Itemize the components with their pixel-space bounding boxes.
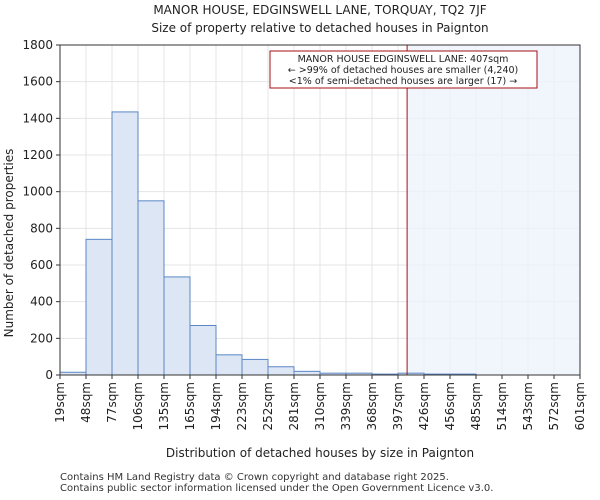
y-tick-label: 1200 — [22, 148, 53, 162]
x-axis-label: Distribution of detached houses by size … — [166, 446, 474, 460]
footer-line-2: Contains public sector information licen… — [60, 483, 494, 494]
chart-title: MANOR HOUSE, EDGINSWELL LANE, TORQUAY, T… — [153, 3, 486, 17]
y-tick-label: 600 — [30, 258, 53, 272]
bars-layer — [59, 111, 477, 376]
y-tick-label: 200 — [30, 331, 53, 345]
y-tick-label: 400 — [30, 295, 53, 309]
x-tick-label: 135sqm — [157, 382, 171, 430]
x-tick-label: 19sqm — [53, 382, 67, 423]
bar-165sqm — [189, 325, 217, 376]
x-tick-label: 543sqm — [521, 382, 535, 430]
y-tick-label: 1400 — [22, 111, 53, 125]
bar-223sqm — [241, 358, 269, 376]
chart-subtitle: Size of property relative to detached ho… — [151, 21, 488, 35]
y-tick-label: 800 — [30, 221, 53, 235]
bar-77sqm — [111, 111, 139, 376]
footer: Contains HM Land Registry data © Crown c… — [60, 472, 493, 494]
x-tick-label: 572sqm — [547, 382, 561, 430]
x-tick-label: 310sqm — [313, 382, 327, 430]
bar-252sqm — [267, 366, 295, 376]
x-tick-label: 426sqm — [417, 382, 431, 430]
annotation-line-1: MANOR HOUSE EDGINSWELL LANE: 407sqm — [298, 54, 509, 65]
x-tick-label: 601sqm — [573, 382, 587, 430]
x-ticks: 19sqm 48sqm 77sqm 106sqm 135sqm 165sqm 194sqm 2… — [53, 375, 587, 430]
bar-281sqm — [293, 370, 321, 376]
annotation-frame — [269, 50, 538, 89]
annotation-box: MANOR HOUSE EDGINSWELL LANE: 407sqm ← >9… — [269, 50, 538, 89]
y-tick-label: 1800 — [22, 38, 53, 52]
bar-135sqm — [163, 276, 191, 376]
x-tick-label: 368sqm — [365, 382, 379, 430]
x-tick-label: 485sqm — [469, 382, 483, 430]
x-tick-label: 77sqm — [105, 382, 119, 423]
y-tick-label: 1000 — [22, 185, 53, 199]
x-tick-label: 339sqm — [339, 382, 353, 430]
bar-106sqm — [137, 200, 165, 376]
bar-48sqm — [85, 238, 113, 376]
chart: MANOR HOUSE, EDGINSWELL LANE, TORQUAY, T… — [2, 3, 587, 460]
x-tick-label: 165sqm — [183, 382, 197, 430]
footer-line-1: Contains HM Land Registry data © Crown c… — [60, 472, 449, 483]
annotation-line-2: ← >99% of detached houses are smaller (4… — [288, 65, 519, 76]
y-tick-label: 1600 — [22, 75, 53, 89]
x-tick-label: 194sqm — [209, 382, 223, 430]
y-ticks: 0 200 400 600 800 1000 1200 1400 1600 1800 — [22, 38, 60, 382]
bar-194sqm — [215, 354, 243, 376]
x-tick-label: 281sqm — [287, 382, 301, 430]
x-tick-label: 106sqm — [131, 382, 145, 430]
y-tick-label: 0 — [45, 368, 53, 382]
x-tick-label: 48sqm — [79, 382, 93, 423]
marker-shade-region — [407, 45, 580, 375]
x-tick-label: 252sqm — [261, 382, 275, 430]
x-tick-label: 514sqm — [495, 382, 509, 430]
y-axis-label: Number of detached properties — [2, 149, 16, 338]
x-tick-label: 456sqm — [443, 382, 457, 430]
x-tick-label: 223sqm — [235, 382, 249, 430]
annotation-line-3: <1% of semi-detached houses are larger (… — [289, 76, 517, 87]
x-tick-label: 397sqm — [391, 382, 405, 430]
